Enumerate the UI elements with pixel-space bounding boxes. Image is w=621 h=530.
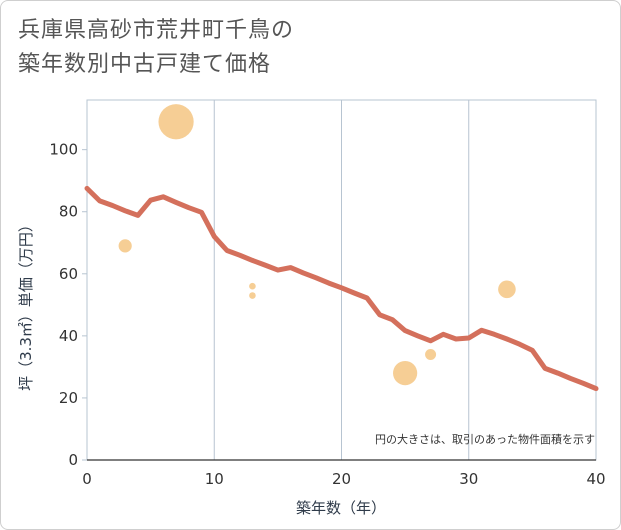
- bubble-point: [498, 280, 516, 299]
- y-tick-label: 80: [59, 203, 78, 221]
- price-trend-line: [84, 185, 599, 392]
- chart-title: 兵庫県高砂市荒井町千鳥の 築年数別中古戸建て価格: [18, 14, 294, 82]
- y-tick-label: 20: [59, 389, 78, 407]
- bubble-size-note: 円の大きさは、取引のあった物件面積を示す: [375, 432, 595, 446]
- x-axis-label: 築年数（年）: [296, 499, 386, 517]
- bubble-point: [393, 361, 418, 386]
- y-tick-label: 100: [49, 141, 78, 159]
- y-tick-label: 0: [68, 451, 78, 469]
- bubble-point: [118, 239, 132, 253]
- x-tick-label: 30: [459, 470, 478, 488]
- chart-title-line2: 築年数別中古戸建て価格: [18, 52, 272, 77]
- chart-title-line1: 兵庫県高砂市荒井町千鳥の: [18, 18, 295, 43]
- x-tick-label: 0: [82, 470, 92, 488]
- bubble-point: [158, 104, 194, 140]
- x-tick-label: 20: [332, 470, 351, 488]
- line-series: [84, 185, 599, 392]
- x-tick-label: 10: [205, 470, 224, 488]
- y-tick-label: 60: [59, 265, 78, 283]
- axes: 0 10 20 30 40 0 20 40 60 80 100: [49, 141, 605, 488]
- y-tick-label: 40: [59, 327, 78, 345]
- grid: [86, 99, 597, 461]
- x-tick-label: 40: [586, 470, 605, 488]
- bubble-point: [249, 292, 256, 299]
- bubble-point: [425, 348, 437, 360]
- bubble-series: [118, 104, 516, 386]
- bubble-point: [249, 282, 256, 290]
- y-axis-label: 坪（3.3㎡）単価（万円）: [17, 217, 35, 391]
